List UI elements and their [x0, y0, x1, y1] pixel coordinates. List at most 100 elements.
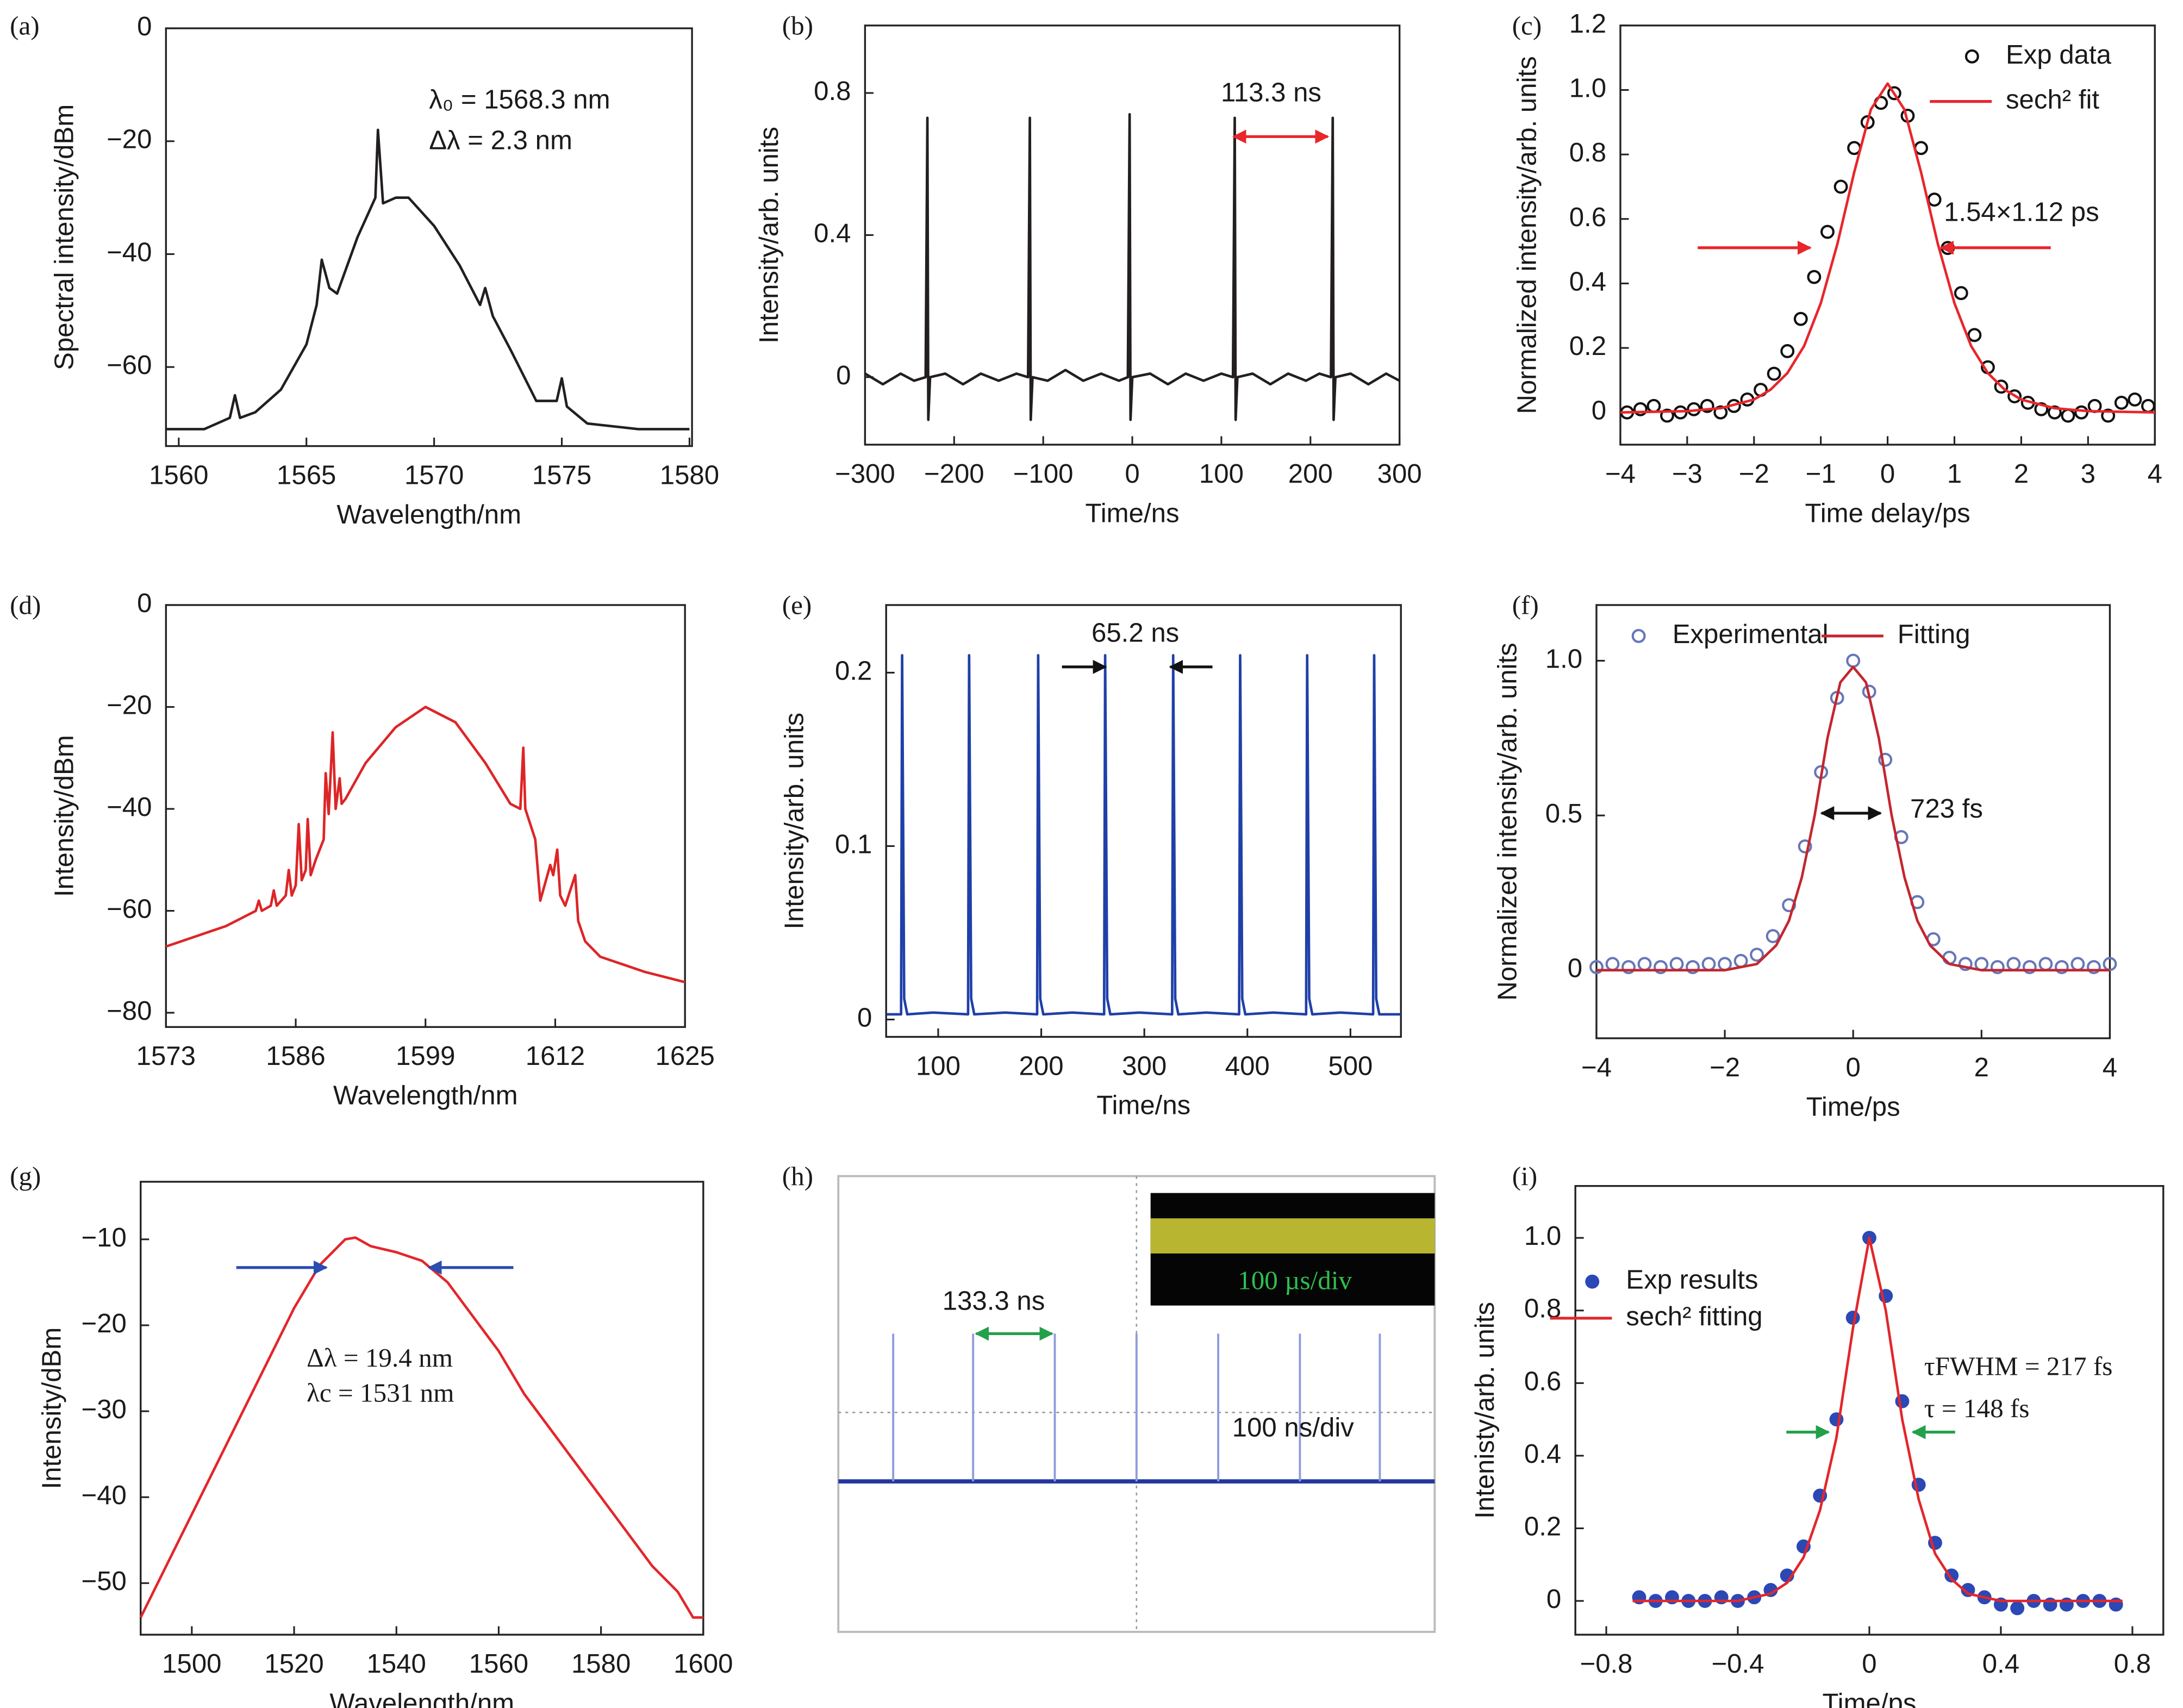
legend-label: sech² fit [2006, 85, 2099, 115]
x-tick-label: 2 [2014, 459, 2029, 489]
data-point [2038, 957, 2053, 971]
data-point [1820, 225, 1835, 239]
x-tick-label: 0 [1846, 1052, 1861, 1082]
x-tick-label: 0 [1880, 459, 1895, 489]
legend-swatch [1585, 1274, 1600, 1289]
data-point [2006, 957, 2021, 971]
data-point [2054, 960, 2069, 974]
y-axis-title: Normalized intensity/arb. units [1493, 643, 1523, 1000]
annotation: λc = 1531 nm [307, 1378, 454, 1408]
annotation: 133.3 ns [943, 1286, 1045, 1316]
x-tick-label: −4 [1605, 459, 1636, 489]
x-tick-label: 4 [2148, 459, 2162, 489]
y-tick-label: 0 [137, 588, 152, 618]
x-tick-label: 0 [1862, 1649, 1876, 1679]
annotation: Δλ = 19.4 nm [307, 1343, 453, 1373]
data-point [1994, 379, 2009, 394]
x-axis-title: Time/ps [1822, 1688, 1916, 1708]
x-tick-label: 3 [2081, 459, 2095, 489]
data-point [1878, 752, 1893, 767]
data-point [1589, 960, 1604, 974]
y-tick-label: 0 [857, 1002, 872, 1032]
data-point [1654, 960, 1668, 974]
x-tick-label: 1560 [149, 460, 208, 490]
annotation: 65.2 ns [1092, 618, 1179, 647]
x-tick-label: 0 [1125, 459, 1139, 489]
y-tick-label: −20 [81, 1308, 126, 1338]
y-tick-label: −60 [107, 350, 152, 380]
series-line [864, 113, 1400, 421]
data-point [2010, 1601, 2025, 1616]
x-tick-label: 200 [1288, 459, 1333, 489]
y-tick-label: −30 [81, 1394, 126, 1424]
y-tick-label: −10 [81, 1223, 126, 1252]
annotation: 723 fs [1910, 794, 1983, 824]
data-point [2141, 398, 2155, 413]
legend-swatch [1631, 628, 1646, 643]
data-point [1686, 960, 1700, 974]
panel-label: (i) [1512, 1161, 1537, 1191]
x-tick-label: −300 [835, 459, 895, 489]
y-tick-label: 0 [137, 11, 152, 41]
x-tick-label: 1565 [277, 460, 336, 490]
y-tick-label: −40 [107, 237, 152, 267]
y-tick-label: −20 [107, 690, 152, 720]
panel-label: (d) [10, 590, 41, 620]
plot-frame [1574, 1185, 2165, 1636]
plot-frame [165, 604, 686, 1028]
panel-label: (f) [1512, 590, 1539, 620]
data-point [1807, 270, 1822, 284]
y-axis-title: Spectral intensity/dBm [49, 104, 79, 370]
y-tick-label: −60 [107, 894, 152, 924]
data-point [1798, 839, 1812, 853]
panel-label: (g) [10, 1161, 41, 1191]
x-tick-label: 500 [1328, 1051, 1373, 1081]
y-tick-label: 0.2 [835, 656, 872, 685]
y-tick-label: 0.8 [1569, 138, 1606, 167]
y-tick-label: 0.4 [814, 218, 851, 248]
data-point [1669, 957, 1684, 971]
data-point [2070, 957, 2085, 971]
x-tick-label: 1580 [571, 1649, 631, 1679]
x-tick-label: 1599 [396, 1041, 455, 1071]
annotation: τ = 148 fs [1924, 1393, 2030, 1423]
data-point [1967, 328, 1982, 342]
series-line [887, 654, 1401, 1016]
panel-label: (a) [10, 10, 40, 40]
x-tick-label: −0.4 [1711, 1649, 1764, 1679]
data-point [2101, 408, 2116, 423]
x-axis-title: Wavelength/nm [336, 500, 521, 529]
y-tick-label: 0 [1546, 1584, 1561, 1614]
y-axis-title: Intensity/dBm [36, 1327, 66, 1489]
series-line [1620, 82, 2155, 414]
data-point [1633, 402, 1648, 416]
annotation: λ₀ = 1568.3 nm [429, 85, 610, 115]
x-axis-title: Wavelength/nm [329, 1688, 514, 1708]
annotation: 1.54×1.12 ps [1944, 197, 2099, 227]
data-point [1637, 957, 1652, 971]
data-point [1701, 957, 1716, 971]
series-line [165, 706, 685, 984]
x-axis-title: Time delay/ps [1805, 498, 1970, 528]
data-point [1646, 398, 1661, 413]
plot-frame [885, 604, 1402, 1038]
y-tick-label: 1.2 [1569, 9, 1606, 39]
y-tick-label: 0.4 [1524, 1439, 1561, 1469]
series-line [139, 1236, 703, 1619]
x-axis-title: Time/ps [1806, 1092, 1900, 1121]
data-point [1833, 179, 1848, 194]
x-tick-label: 1600 [673, 1649, 733, 1679]
data-point [1766, 929, 1780, 944]
x-tick-label: 4 [2103, 1052, 2117, 1082]
x-axis-title: Time/ns [1096, 1090, 1190, 1120]
x-tick-label: −1 [1806, 459, 1836, 489]
legend-swatch [1964, 49, 1979, 64]
data-point [1605, 957, 1620, 971]
data-point [2128, 392, 2142, 407]
x-tick-label: −100 [1013, 459, 1074, 489]
data-point [2022, 960, 2037, 974]
legend-label: Fitting [1898, 619, 1970, 649]
data-point [2061, 408, 2075, 423]
x-tick-label: 1500 [162, 1649, 221, 1679]
